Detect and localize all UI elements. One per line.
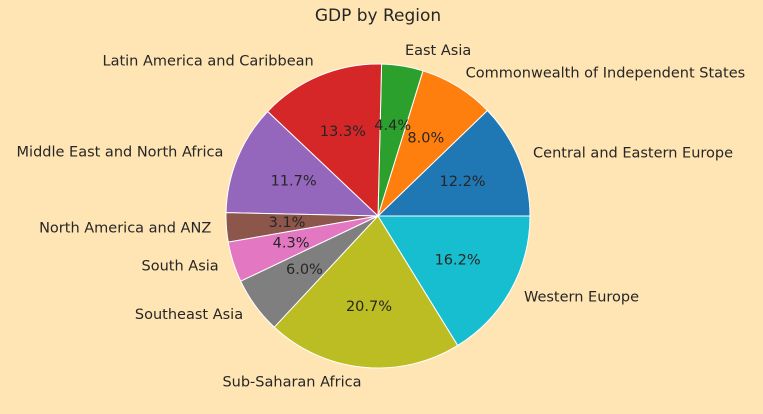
- pct-label-central-and-eastern-europe: 12.2%: [440, 174, 486, 190]
- pie-slice-western-europe: [377, 215, 531, 347]
- pct-label-middle-east-and-north-africa: 11.7%: [271, 173, 317, 189]
- category-label-latin-america-and-caribbean: Latin America and Caribbean: [103, 54, 314, 70]
- pie-slice-middle-east-and-north-africa: [225, 110, 380, 217]
- category-label-middle-east-and-north-africa: Middle East and North Africa: [17, 144, 224, 160]
- pct-label-southeast-asia: 6.0%: [286, 262, 323, 278]
- category-label-southeast-asia: Southeast Asia: [135, 307, 243, 323]
- pie-slice-latin-america-and-caribbean: [266, 63, 383, 218]
- category-label-central-and-eastern-europe: Central and Eastern Europe: [533, 145, 733, 161]
- category-labels: Central and Eastern Europe Commonwealth o…: [17, 43, 746, 390]
- pct-label-western-europe: 16.2%: [435, 252, 481, 268]
- category-label-east-asia: East Asia: [405, 43, 471, 59]
- chart-title: GDP by Region: [315, 6, 441, 26]
- pct-label-commonwealth-of-independent-states: 8.0%: [407, 130, 444, 146]
- category-label-north-america-and-anz: North America and ANZ: [39, 221, 211, 237]
- percentage-labels: 12.2% 8.0%4.4% 13.3% 11.7% 3.1% 4.3% 6.0% 20.7%…: [269, 118, 486, 315]
- category-label-commonwealth-of-independent-states: Commonwealth of Independent States: [466, 66, 746, 82]
- pct-label-south-asia: 4.3%: [273, 236, 310, 252]
- pie-slices: [225, 63, 531, 369]
- pct-label-north-america-and-anz: 3.1%: [269, 215, 306, 231]
- pct-label-sub-saharan-africa: 20.7%: [346, 299, 392, 315]
- category-label-south-asia: South Asia: [142, 259, 219, 275]
- pie-slice-sub-saharan-africa: [273, 215, 459, 369]
- pie-slice-central-and-eastern-europe: [376, 109, 531, 217]
- category-label-sub-saharan-africa: Sub-Saharan Africa: [222, 374, 361, 390]
- pct-label-latin-america-and-caribbean: 13.3%: [320, 124, 366, 140]
- pct-label-east-asia: 4.4%: [374, 118, 411, 134]
- category-label-western-europe: Western Europe: [524, 290, 639, 306]
